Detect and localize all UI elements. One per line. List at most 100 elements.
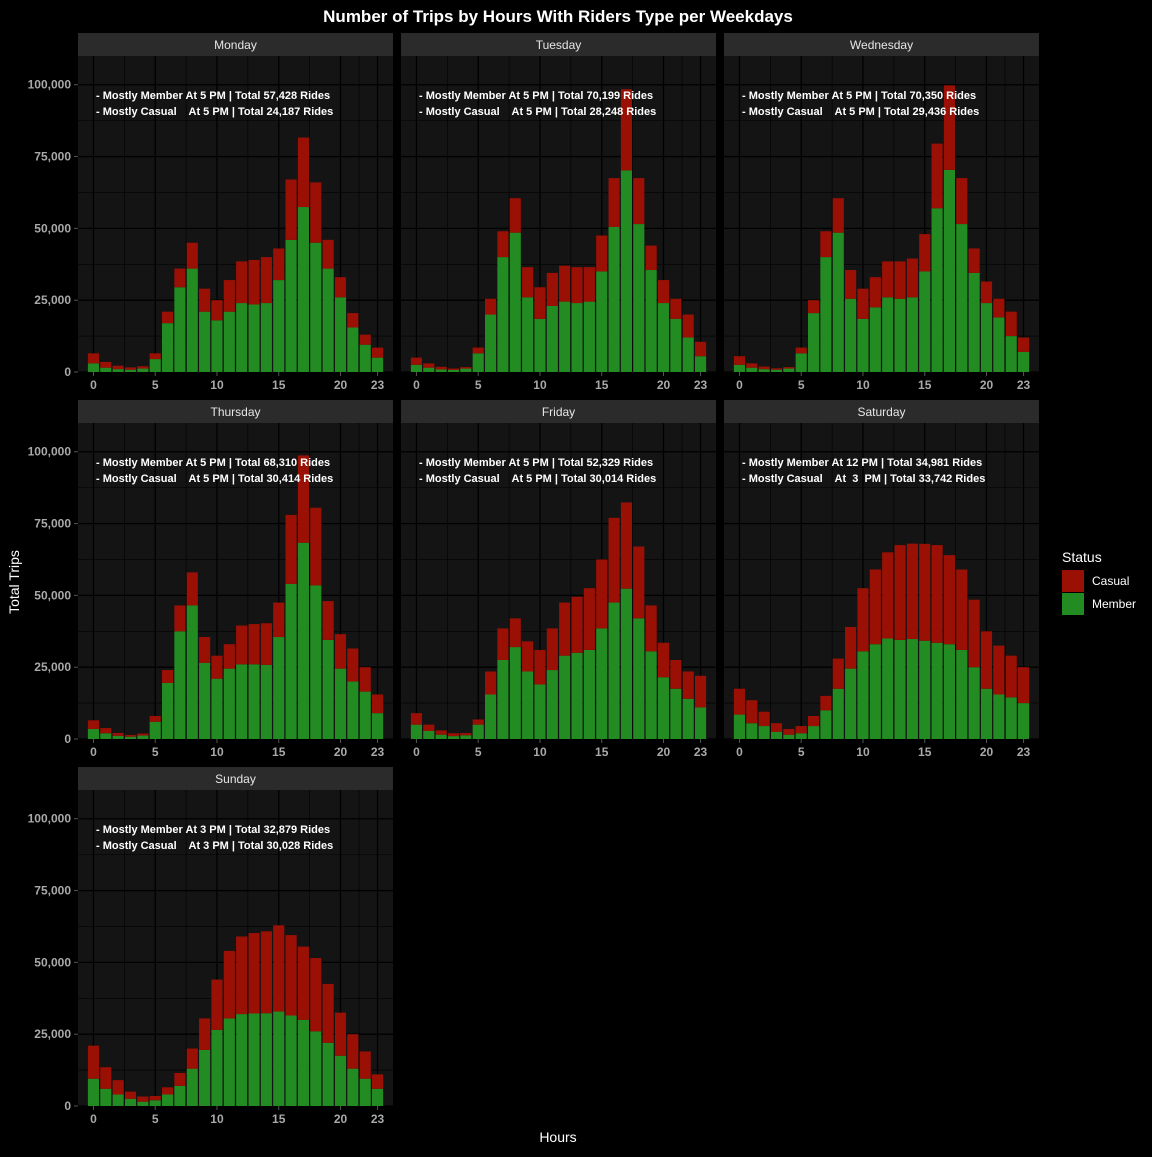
legend-title: Status — [1062, 549, 1102, 565]
x-tick-label: 20 — [980, 745, 994, 759]
x-tick-label: 23 — [694, 745, 708, 759]
bar-member — [633, 618, 645, 739]
bar-casual — [100, 1067, 112, 1089]
bar-casual — [87, 720, 99, 729]
bar-member — [746, 723, 758, 739]
bar-casual — [546, 272, 558, 306]
bar-casual — [509, 198, 521, 233]
bar-casual — [223, 280, 235, 312]
bar-member — [162, 323, 174, 372]
facet-strip-label: Friday — [542, 405, 575, 419]
bar-member — [310, 585, 322, 739]
bar-member — [310, 1031, 322, 1106]
bar-casual — [124, 734, 137, 737]
bar-member — [596, 271, 608, 372]
facet-strip — [401, 33, 716, 56]
bar-member — [162, 682, 174, 739]
bar-casual — [931, 143, 943, 209]
bar-member — [869, 307, 881, 372]
bar-casual — [423, 363, 435, 368]
bar-member — [285, 583, 297, 739]
bar-casual — [956, 569, 968, 650]
bar-member — [435, 734, 447, 739]
bar-member — [919, 271, 931, 372]
bar-member — [100, 1088, 112, 1106]
bar-casual — [372, 347, 384, 358]
bar-member — [571, 652, 583, 739]
bar-member — [795, 733, 807, 739]
facet-strip — [724, 33, 1039, 56]
bar-casual — [310, 182, 322, 243]
bar-member — [546, 305, 558, 372]
bar-casual — [347, 648, 359, 682]
bar-member — [137, 1101, 149, 1106]
x-tick-label: 10 — [856, 745, 870, 759]
y-axis-label: Total Trips — [6, 550, 22, 614]
facet-strip-label: Wednesday — [850, 38, 913, 52]
bar-member — [347, 1068, 359, 1106]
bar-casual — [808, 716, 820, 727]
x-tick-label: 0 — [736, 745, 743, 759]
bar-casual — [596, 559, 608, 629]
bar-member — [447, 369, 460, 372]
bar-casual — [149, 716, 161, 722]
bar-member — [845, 668, 857, 739]
bar-member — [285, 1015, 297, 1106]
bar-member — [956, 224, 968, 372]
bar-member — [297, 1019, 309, 1106]
bar-member — [695, 356, 707, 372]
bar-member — [608, 602, 620, 739]
bar-casual — [174, 605, 186, 632]
bar-member — [460, 735, 472, 739]
bar-member — [423, 367, 435, 372]
bar-casual — [334, 634, 347, 669]
bar-member — [248, 1013, 260, 1106]
bar-member — [334, 1055, 347, 1106]
annotation-member: - Mostly Member At 12 PM | Total 34,981 … — [742, 457, 982, 469]
bar-casual — [670, 660, 682, 689]
bar-member — [260, 303, 272, 372]
annotation-member: - Mostly Member At 5 PM | Total 70,350 R… — [742, 90, 976, 102]
bar-casual — [980, 281, 993, 304]
bar-casual — [297, 946, 309, 1020]
bar-member — [845, 298, 857, 372]
bar-member — [485, 694, 497, 739]
bar-casual — [1018, 337, 1030, 352]
bar-casual — [733, 688, 745, 715]
bar-member — [297, 542, 309, 739]
bar-member — [149, 721, 161, 739]
bar-member — [733, 364, 745, 372]
bar-member — [758, 726, 770, 739]
legend: Status Casual Member — [1062, 549, 1136, 615]
facet-strip-label: Tuesday — [536, 38, 582, 52]
bar-member — [670, 318, 682, 372]
bar-member — [112, 735, 124, 739]
bar-casual — [162, 1087, 174, 1095]
bar-casual — [943, 555, 955, 645]
bar-member — [174, 287, 186, 372]
bar-member — [435, 369, 447, 372]
bar-casual — [869, 277, 881, 308]
bar-casual — [410, 713, 422, 725]
annotation-casual: - Mostly Casual At 3 PM | Total 33,742 R… — [742, 473, 985, 485]
x-tick-label: 15 — [272, 378, 286, 392]
x-tick-label: 15 — [595, 378, 609, 392]
x-tick-label: 20 — [980, 378, 994, 392]
facet-strip-label: Sunday — [215, 772, 256, 786]
bar-casual — [583, 588, 595, 650]
bar-casual — [124, 367, 137, 370]
bar-member — [87, 1078, 99, 1106]
bar-member — [857, 651, 869, 739]
x-tick-label: 10 — [856, 378, 870, 392]
bar-member — [509, 232, 521, 372]
bar-casual — [223, 950, 235, 1019]
bar-casual — [149, 353, 161, 360]
bar-member — [248, 664, 260, 739]
bar-casual — [322, 239, 334, 269]
x-tick-label: 15 — [918, 378, 932, 392]
bar-member — [657, 677, 670, 739]
bar-casual — [372, 1074, 384, 1089]
bar-member — [322, 1042, 334, 1106]
bar-casual — [199, 288, 211, 312]
bar-casual — [112, 1080, 124, 1095]
